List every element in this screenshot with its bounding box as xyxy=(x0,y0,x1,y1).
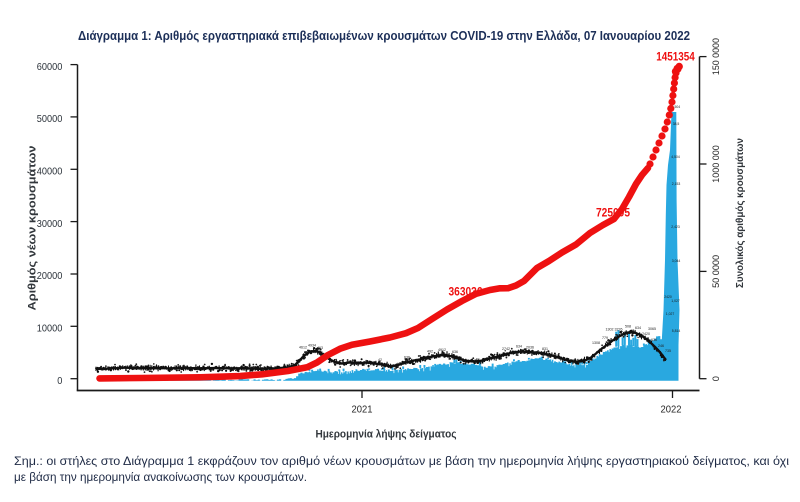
svg-text:50 0000: 50 0000 xyxy=(711,255,721,288)
svg-text:10000: 10000 xyxy=(37,324,63,335)
svg-text:1451354: 1451354 xyxy=(656,52,695,64)
svg-text:1000 000: 1000 000 xyxy=(711,145,721,183)
svg-text:492: 492 xyxy=(427,350,433,354)
svg-text:4934: 4934 xyxy=(308,344,316,348)
svg-text:2742: 2742 xyxy=(502,347,510,351)
svg-text:636: 636 xyxy=(452,350,458,354)
svg-text:2,153: 2,153 xyxy=(672,182,681,186)
svg-text:50000: 50000 xyxy=(37,114,63,125)
svg-text:Συνολικός αριθμός κρουσμάτων: Συνολικός αριθμός κρουσμάτων xyxy=(735,138,746,288)
svg-text:725005: 725005 xyxy=(596,208,631,220)
svg-text:150 0000: 150 0000 xyxy=(711,38,721,75)
svg-text:4912: 4912 xyxy=(438,348,446,352)
svg-text:634: 634 xyxy=(516,345,522,349)
svg-text:1,027: 1,027 xyxy=(666,312,675,316)
svg-text:2036: 2036 xyxy=(526,346,534,350)
svg-text:636: 636 xyxy=(651,338,657,342)
svg-text:4612: 4612 xyxy=(299,346,307,350)
svg-text:30000: 30000 xyxy=(37,219,63,230)
svg-text:508: 508 xyxy=(625,325,631,329)
svg-text:20000: 20000 xyxy=(37,271,63,282)
svg-text:636: 636 xyxy=(404,356,410,360)
svg-text:463: 463 xyxy=(317,346,323,350)
svg-text:42: 42 xyxy=(378,358,382,362)
svg-text:60000: 60000 xyxy=(37,62,63,73)
svg-text:831: 831 xyxy=(542,347,548,351)
svg-text:3,044: 3,044 xyxy=(672,259,681,263)
svg-text:Διάγραμμα 1: Αριθμός εργαστηρι: Διάγραμμα 1: Αριθμός εργαστηριακά επιβεβ… xyxy=(78,29,690,43)
svg-text:1302 3226: 1302 3226 xyxy=(606,328,623,332)
svg-text:5,814: 5,814 xyxy=(672,329,681,333)
svg-text:0: 0 xyxy=(57,376,62,387)
svg-text:2420: 2420 xyxy=(664,295,672,299)
svg-text:735: 735 xyxy=(665,349,671,353)
svg-text:4,504: 4,504 xyxy=(671,155,680,159)
svg-text:2420: 2420 xyxy=(642,332,650,336)
svg-text:634: 634 xyxy=(635,326,641,330)
svg-text:2022: 2022 xyxy=(661,404,682,415)
svg-text:1308: 1308 xyxy=(592,341,600,345)
svg-text:Σημ.: οι στήλες στο Διάγραμμα: Σημ.: οι στήλες στο Διάγραμμα 1 εκφράζου… xyxy=(14,455,789,468)
svg-text:3065: 3065 xyxy=(648,327,656,331)
svg-text:0: 0 xyxy=(711,376,721,381)
svg-text:2021: 2021 xyxy=(352,404,373,415)
svg-text:38,5: 38,5 xyxy=(673,122,680,126)
svg-text:με βάση την ημερομηνία ανακοίν: με βάση την ημερομηνία ανακοίνωσης των κ… xyxy=(14,471,307,484)
svg-text:2,423: 2,423 xyxy=(671,225,680,229)
svg-text:363036: 363036 xyxy=(449,287,483,299)
svg-text:40000: 40000 xyxy=(37,167,63,178)
svg-text:Αριθμός νέων κρουσμάτων: Αριθμός νέων κρουσμάτων xyxy=(27,146,39,311)
svg-text:14,504: 14,504 xyxy=(670,105,680,109)
svg-text:Ημερομηνία λήψης δείγματος: Ημερομηνία λήψης δείγματος xyxy=(316,429,457,441)
svg-text:779: 779 xyxy=(602,336,608,340)
svg-text:246: 246 xyxy=(658,344,664,348)
svg-text:1,027: 1,027 xyxy=(671,299,680,303)
